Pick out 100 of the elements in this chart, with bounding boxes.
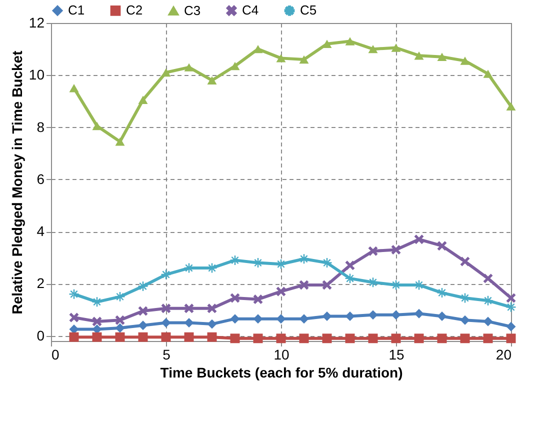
point (207, 304, 217, 314)
y-tick-label: 8 (36, 118, 45, 135)
point (69, 289, 79, 299)
point (322, 334, 332, 344)
point (161, 68, 171, 77)
point (460, 256, 470, 266)
point (322, 311, 332, 321)
point (483, 274, 493, 284)
y-tick-label: 12 (28, 14, 45, 30)
point (184, 304, 194, 314)
point (184, 318, 194, 328)
legend-label: C4 (242, 2, 259, 18)
point (368, 246, 378, 256)
point (299, 334, 309, 344)
point (253, 44, 263, 54)
point (299, 55, 309, 64)
point (391, 310, 401, 320)
point (253, 314, 263, 324)
point (253, 334, 263, 344)
y-axis-title: Relative Pledged Money in Time Bucket (8, 50, 25, 314)
point (115, 332, 125, 342)
point (414, 234, 424, 244)
point (506, 334, 516, 344)
y-tick-label: 4 (36, 223, 45, 240)
point (299, 254, 309, 264)
point (345, 37, 355, 46)
point (391, 334, 401, 344)
point (276, 286, 286, 296)
point (138, 332, 148, 342)
point (115, 292, 125, 302)
point (345, 260, 355, 270)
point (69, 84, 79, 92)
point (391, 44, 401, 52)
y-tick-label: 6 (36, 170, 45, 187)
point (207, 76, 217, 84)
x-tick-label: 20 (496, 346, 512, 362)
point (460, 293, 470, 303)
point (115, 315, 125, 325)
point (207, 332, 217, 342)
point (92, 122, 102, 130)
point (437, 241, 447, 251)
point (460, 315, 470, 325)
point (92, 297, 102, 307)
x-tick-label: 15 (388, 346, 404, 362)
point (253, 294, 263, 304)
point (253, 258, 263, 268)
point (276, 54, 286, 62)
point (184, 332, 194, 342)
point (230, 255, 240, 265)
point (161, 270, 171, 280)
point (138, 306, 148, 316)
point (138, 96, 148, 104)
point (460, 56, 470, 65)
point (69, 332, 79, 342)
point (345, 334, 355, 344)
point (230, 293, 240, 303)
point (276, 334, 286, 344)
point (483, 70, 493, 78)
point (115, 137, 125, 146)
point (391, 280, 401, 290)
point (368, 278, 378, 288)
point (368, 44, 378, 54)
point (92, 332, 102, 342)
point (299, 280, 309, 290)
point (92, 316, 102, 326)
point (276, 314, 286, 324)
point (506, 302, 516, 312)
x-tick-label: 0 (52, 346, 60, 362)
x-tick-label: 5 (162, 346, 171, 362)
point (138, 282, 148, 292)
point (230, 62, 240, 70)
point (345, 311, 355, 321)
point (207, 263, 217, 273)
point (483, 316, 493, 326)
point (161, 304, 171, 314)
x-axis-title: Time Buckets (each for 5% duration) (160, 364, 403, 380)
point (414, 280, 424, 290)
point (207, 319, 217, 329)
point (437, 334, 447, 344)
point (322, 40, 332, 48)
point (230, 314, 240, 324)
point (414, 51, 424, 60)
point (506, 293, 516, 303)
point (437, 288, 447, 298)
point (460, 334, 470, 344)
point (437, 311, 447, 321)
point (138, 320, 148, 330)
point (115, 323, 125, 333)
y-tick-label: 2 (36, 275, 45, 292)
y-tick-label: 10 (28, 66, 45, 83)
point (414, 308, 424, 318)
point (322, 280, 332, 290)
point (506, 102, 516, 111)
point (414, 334, 424, 344)
point (437, 52, 447, 61)
point (483, 334, 493, 344)
point (276, 259, 286, 269)
point (161, 318, 171, 328)
point (161, 332, 171, 342)
point (368, 334, 378, 344)
